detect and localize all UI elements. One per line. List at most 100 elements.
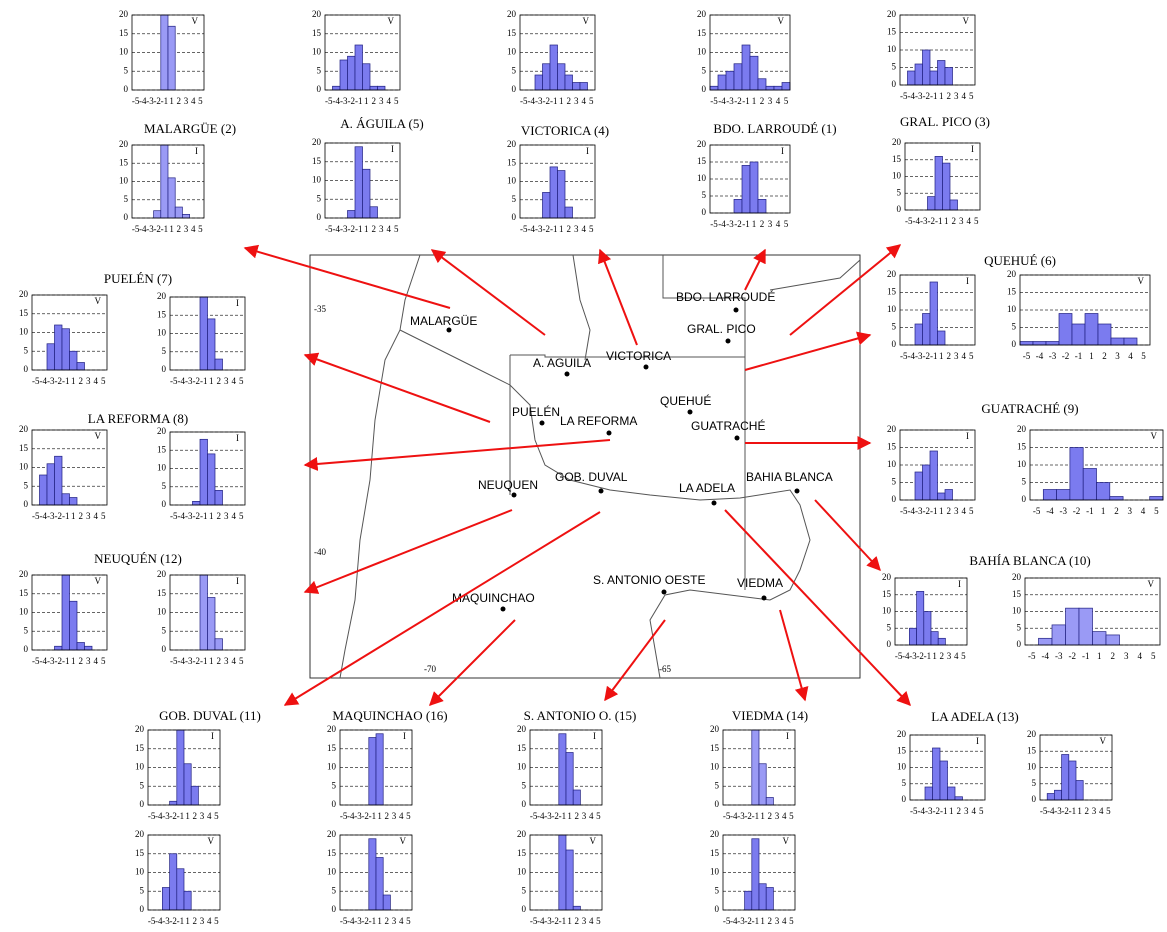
bar xyxy=(207,597,216,651)
bar xyxy=(751,838,760,911)
station-title: GUATRACHÉ (9) xyxy=(981,401,1078,416)
place-dot xyxy=(564,371,570,377)
bar xyxy=(744,890,753,911)
bar xyxy=(944,489,953,501)
x-tick-label: 1 xyxy=(949,806,954,816)
x-tick-label: 3 xyxy=(379,96,384,106)
x-tick-label: -1 xyxy=(161,96,169,106)
bar xyxy=(1097,323,1112,346)
bar xyxy=(169,853,178,911)
y-tick-label: 15 xyxy=(19,308,29,318)
x-tick-label: 4 xyxy=(782,811,787,821)
bar xyxy=(199,296,208,371)
x-tick-label: -2 xyxy=(1073,506,1081,516)
x-tick-label: -3 xyxy=(1060,506,1068,516)
x-tick-label: -3 xyxy=(915,351,923,361)
x-tick-label: 3 xyxy=(1115,351,1120,361)
arrow xyxy=(303,509,513,594)
x-tick-label: -1 xyxy=(559,916,567,926)
y-tick-label: 20 xyxy=(327,829,337,839)
x-tick-label: 2 xyxy=(947,506,952,516)
x-tick-label: -3 xyxy=(185,511,193,521)
x-tick-label: -3 xyxy=(920,216,928,226)
x-tick-label: 2 xyxy=(567,96,572,106)
y-tick-label: 0 xyxy=(512,212,517,222)
x-tick-label: 1 xyxy=(559,224,564,234)
y-tick-label: 5 xyxy=(715,780,720,790)
panel-label: V xyxy=(388,16,395,26)
arrow xyxy=(789,244,902,336)
x-tick-label: -5 xyxy=(132,224,140,234)
x-tick-label: 5 xyxy=(1151,651,1156,661)
y-tick-label: 5 xyxy=(1022,477,1027,487)
y-tick-label: 20 xyxy=(119,9,129,19)
x-tick-label: 4 xyxy=(232,656,237,666)
bar xyxy=(176,868,185,911)
station-title: GOB. DUVAL (11) xyxy=(159,708,261,723)
panel-label: V xyxy=(1148,579,1155,589)
x-tick-label: -3 xyxy=(737,811,745,821)
x-tick-label: 3 xyxy=(86,656,91,666)
y-tick-label: 10 xyxy=(507,47,517,57)
place-label: VIEDMA xyxy=(737,576,783,590)
x-tick-label: -1 xyxy=(930,91,938,101)
y-tick-label: 5 xyxy=(332,780,337,790)
x-tick-label: -1 xyxy=(930,351,938,361)
x-tick-label: -1 xyxy=(369,811,377,821)
y-tick-label: 15 xyxy=(507,28,517,38)
x-tick-label: 2 xyxy=(79,656,84,666)
x-tick-label: 1 xyxy=(939,351,944,361)
place-label: VICTORICA xyxy=(606,349,671,363)
plot-frame xyxy=(1024,577,1161,646)
bar xyxy=(347,55,356,91)
x-tick-label: 3 xyxy=(392,916,397,926)
bar xyxy=(773,85,783,91)
plot-frame xyxy=(131,144,205,219)
x-tick-label: -2 xyxy=(923,506,931,516)
panel-label: I xyxy=(966,431,969,441)
x-tick-label: -2 xyxy=(1069,651,1077,661)
bar xyxy=(1032,341,1047,346)
x-tick-label: 5 xyxy=(979,806,984,816)
bar xyxy=(207,453,216,506)
x-tick-label: 2 xyxy=(177,224,182,234)
bar xyxy=(733,63,743,91)
x-tick-label: 5 xyxy=(1154,506,1159,516)
x-tick-label: 2 xyxy=(575,811,580,821)
x-tick-label: -2 xyxy=(923,91,931,101)
x-tick-label: 1 xyxy=(559,96,564,106)
y-tick-label: 0 xyxy=(522,799,527,809)
x-tick-label: 4 xyxy=(232,376,237,386)
place-dot xyxy=(606,430,612,436)
panel-label: I xyxy=(586,146,589,156)
x-tick-label: -4 xyxy=(347,811,355,821)
place-label: QUEHUÉ xyxy=(660,393,711,408)
x-tick-label: -4 xyxy=(178,511,186,521)
y-tick-label: 20 xyxy=(897,729,907,739)
x-tick-label: -2 xyxy=(55,511,63,521)
bar xyxy=(937,637,946,646)
bar xyxy=(183,763,192,806)
x-tick-label: -3 xyxy=(185,376,193,386)
x-tick-label: 2 xyxy=(385,916,390,926)
bar xyxy=(377,85,386,91)
station-title: GRAL. PICO (3) xyxy=(900,114,990,129)
bar xyxy=(733,199,743,214)
x-tick-label: 3 xyxy=(200,811,205,821)
y-tick-label: 5 xyxy=(702,190,707,200)
x-tick-label: 5 xyxy=(101,511,106,521)
bar xyxy=(1069,447,1084,501)
x-tick-label: 3 xyxy=(574,96,579,106)
arrow xyxy=(604,619,666,702)
x-tick-label: 2 xyxy=(193,811,198,821)
x-tick-label: 2 xyxy=(217,376,222,386)
bar xyxy=(1149,496,1164,501)
panel-label: V xyxy=(1100,736,1107,746)
y-tick-label: 10 xyxy=(1027,762,1037,772)
bar xyxy=(549,44,558,91)
bar xyxy=(54,645,63,651)
y-tick-label: 20 xyxy=(887,9,897,19)
bar xyxy=(757,199,767,214)
